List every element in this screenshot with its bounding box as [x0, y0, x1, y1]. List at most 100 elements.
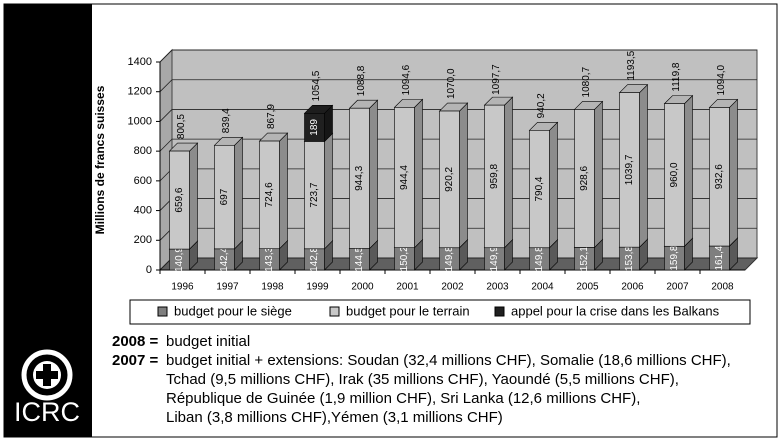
- value-label: 149,9: [489, 246, 500, 271]
- value-label: 142,4: [219, 246, 230, 271]
- total-label: 1119,8: [671, 62, 682, 92]
- x-tick-label: 2007: [666, 282, 689, 293]
- y-tick-label: 1200: [128, 86, 152, 98]
- value-label: 959,8: [489, 163, 500, 188]
- legend-swatch: [157, 306, 168, 317]
- x-tick-label: 2006: [621, 282, 644, 293]
- value-label: 932,6: [714, 164, 725, 189]
- x-tick-label: 2008: [711, 282, 734, 293]
- note-line: budget initial: [166, 333, 250, 350]
- value-label: 159,8: [669, 245, 680, 270]
- value-label: 724,6: [264, 182, 275, 207]
- legend-swatch: [494, 306, 505, 317]
- total-label: 1094,0: [716, 64, 727, 95]
- logo-ring: [21, 349, 73, 401]
- bar-side: [189, 142, 198, 250]
- total-label: 1097,7: [491, 64, 502, 95]
- total-label: 1094,6: [401, 64, 412, 95]
- y-tick-label: 1400: [128, 56, 152, 68]
- bar-segment: [439, 110, 460, 249]
- value-label: 140,9: [174, 247, 185, 272]
- grid-line: [159, 49, 757, 63]
- value-label: 149,8: [444, 246, 455, 271]
- y-tick-label: 200: [134, 234, 152, 246]
- total-label: 1080,7: [581, 66, 592, 97]
- note-line: Liban (3,8 millions CHF),Yémen (3,1 mill…: [166, 409, 503, 426]
- note-line: budget initial + extensions: Soudan (32,…: [166, 352, 731, 369]
- grid-line: [159, 79, 757, 92]
- value-label: 790,4: [534, 176, 545, 201]
- logo-text: ICRC: [14, 397, 80, 427]
- x-tick-label: 2000: [351, 282, 374, 293]
- note-line: République de Guinée (1,9 million CHF), …: [166, 390, 640, 407]
- bar-segment: [394, 107, 415, 248]
- y-axis-label: Millions de francs suisses: [93, 85, 107, 234]
- value-label: 142,8: [309, 246, 320, 271]
- x-tick-label: 1998: [261, 282, 284, 293]
- value-label: 659,6: [174, 187, 185, 212]
- value-label: 149,8: [534, 246, 545, 271]
- bar-side: [684, 94, 693, 247]
- y-tick-label: 1000: [128, 115, 152, 127]
- total-label: 1088,8: [356, 65, 367, 96]
- bar-side: [504, 96, 513, 249]
- legend: [129, 299, 751, 325]
- x-tick-label: 2003: [486, 282, 509, 293]
- note-key: 2008 =: [112, 333, 159, 350]
- legend-swatch: [329, 306, 340, 317]
- value-label: 723,7: [309, 182, 320, 207]
- bar-side: [639, 83, 648, 248]
- logo-cross: [36, 364, 58, 386]
- y-tick-label: 400: [134, 204, 152, 216]
- value-label: 944,4: [399, 165, 410, 190]
- y-tick-label: 600: [134, 175, 152, 187]
- total-label: 1070,0: [446, 68, 457, 99]
- bar-segment: [214, 144, 235, 250]
- value-label: 697: [219, 188, 230, 205]
- x-tick-label: 1999: [306, 282, 329, 293]
- bar-segment: [304, 113, 325, 142]
- value-label: 150,2: [399, 246, 410, 271]
- bar-side: [549, 121, 558, 249]
- bar-segment: [619, 92, 640, 248]
- value-label: 189: [309, 119, 320, 136]
- value-label: 153,8: [624, 246, 635, 271]
- value-label: 1039,7: [624, 154, 635, 185]
- x-tick-label: 2005: [576, 282, 599, 293]
- bar-side: [234, 136, 243, 250]
- note-key: 2007 =: [112, 352, 159, 369]
- value-label: 960,0: [669, 162, 680, 187]
- value-label: 944,3: [354, 165, 365, 190]
- bar-segment: [529, 130, 550, 249]
- bar-segment: [484, 104, 505, 249]
- value-label: 152,1: [579, 246, 590, 271]
- bar-side: [459, 102, 468, 249]
- bar-side: [729, 98, 738, 247]
- total-label: 800,5: [176, 114, 187, 139]
- grid-line: [159, 109, 757, 122]
- x-tick-label: 2001: [396, 282, 419, 293]
- value-label: 920,2: [444, 166, 455, 191]
- bar-segment: [349, 107, 370, 249]
- grid-line: [159, 138, 757, 152]
- note-line: Tchad (9,5 millions CHF), Irak (35 milli…: [166, 371, 679, 388]
- bar-segment: [574, 109, 595, 248]
- x-tick-label: 2002: [441, 282, 464, 293]
- value-label: 928,6: [579, 165, 590, 190]
- bar-side: [369, 99, 378, 250]
- bar-segment: [664, 103, 685, 247]
- y-tick-label: 0: [146, 264, 152, 276]
- value-label: 143,3: [264, 246, 275, 271]
- bar-side: [279, 132, 288, 250]
- bar-segment: [259, 140, 280, 250]
- total-label: 867,9: [266, 104, 277, 129]
- bar-segment: [709, 107, 730, 247]
- bar-side: [414, 98, 423, 249]
- bar-segment: [169, 150, 190, 250]
- value-label: 161,4: [714, 245, 725, 270]
- bar-side: [594, 100, 603, 249]
- legend-label: appel pour la crise dans les Balkans: [511, 303, 720, 318]
- x-tick-label: 1996: [171, 282, 194, 293]
- total-label: 1193,5: [626, 50, 637, 80]
